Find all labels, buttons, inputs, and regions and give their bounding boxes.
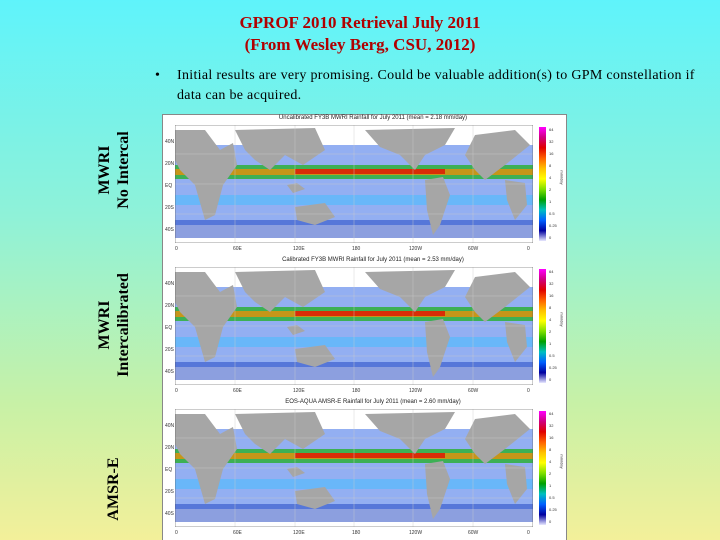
colorbar — [539, 269, 546, 383]
side-label-amsr-e: AMSR-E — [105, 457, 122, 521]
bullet-icon: • — [155, 68, 160, 83]
lon-labels: 0 60E 120E 180 120W 60W 0 — [175, 388, 530, 394]
map-panel-calibrated: Calibrated FY3B MWRI Rainfall for July 2… — [165, 257, 565, 394]
colorbar-unit: mm/day — [559, 170, 565, 185]
colorbar-unit: mm/day — [559, 454, 565, 469]
map-panel-uncalibrated: Uncalibrated FY3B MWRI Rainfall for July… — [165, 115, 565, 252]
rainfall-map — [175, 125, 533, 243]
map-panel-amsr-e: EOS-AQUA AMSR-E Rainfall for July 2011 (… — [165, 399, 565, 536]
bullet-text: Initial results are very promising. Coul… — [177, 68, 695, 103]
panel-title: EOS-AQUA AMSR-E Rainfall for July 2011 (… — [285, 399, 461, 405]
rainfall-map — [175, 409, 533, 527]
colorbar-unit: mm/day — [559, 312, 565, 327]
title-line-2: (From Wesley Berg, CSU, 2012) — [244, 35, 476, 54]
colorbar — [539, 411, 546, 525]
colorbar — [539, 127, 546, 241]
title-line-1: GPROF 2010 Retrieval July 2011 — [239, 13, 481, 32]
panel-title: Calibrated FY3B MWRI Rainfall for July 2… — [282, 257, 464, 263]
panel-title: Uncalibrated FY3B MWRI Rainfall for July… — [278, 115, 468, 121]
rainfall-map — [175, 267, 533, 385]
rainfall-map-figure: Uncalibrated FY3B MWRI Rainfall for July… — [163, 115, 566, 540]
lon-labels: 0 60E 120E 180 120W 60W 0 — [175, 530, 530, 536]
side-label-mwri-no-intercal: MWRI No Intercal — [96, 131, 132, 209]
side-label-mwri-intercalibrated: MWRI Intercalibrated — [96, 273, 132, 377]
slide-title: GPROF 2010 Retrieval July 2011 (From Wes… — [0, 12, 720, 56]
lon-labels: 0 60E 120E 180 120W 60W 0 — [175, 246, 530, 252]
